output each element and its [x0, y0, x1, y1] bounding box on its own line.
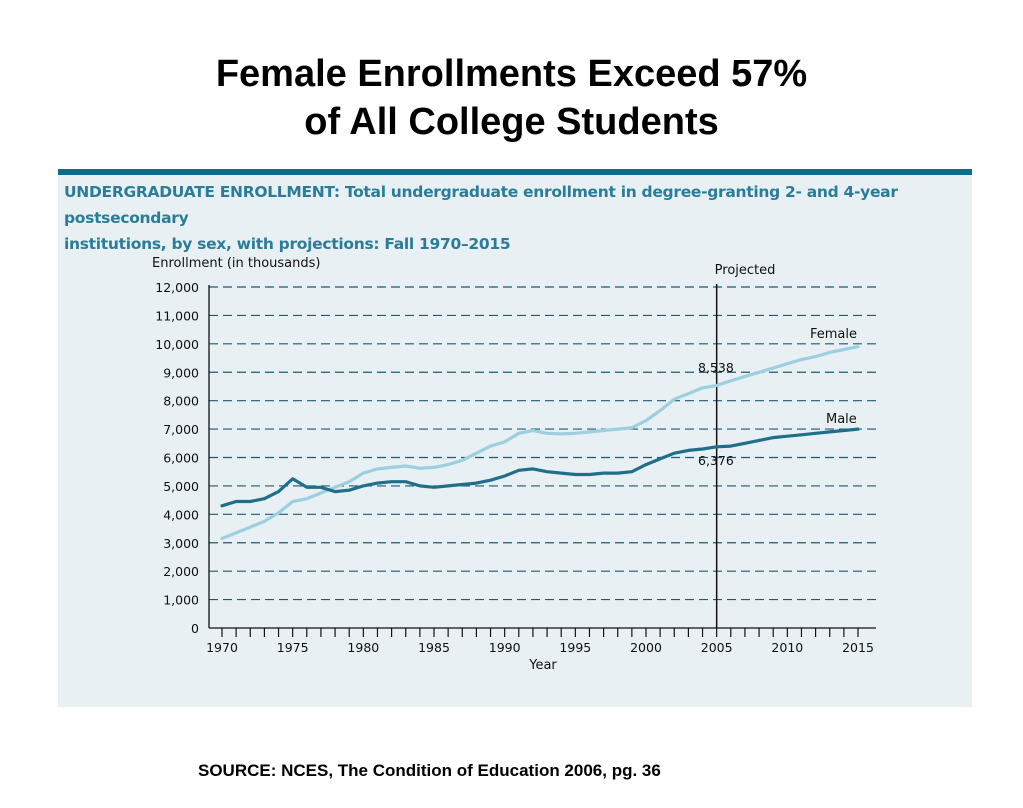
x-axis-label: Year: [528, 658, 557, 673]
y-tick-label: 0: [191, 621, 199, 636]
y-tick-label: 1,000: [163, 593, 199, 608]
x-tick-label: 2015: [842, 640, 874, 655]
y-tick-label: 7,000: [163, 422, 199, 437]
y-tick-label: 5,000: [163, 479, 199, 494]
y-tick-label: 12,000: [155, 280, 199, 295]
y-tick-label: 8,000: [163, 394, 199, 409]
x-tick-label: 1980: [347, 640, 379, 655]
female-value-annotation: 8,538: [698, 360, 734, 375]
chart-heading-bold: UNDERGRADUATE ENROLLMENT:: [64, 183, 340, 201]
y-tick-label: 6,000: [163, 451, 199, 466]
male-series-label: Male: [826, 412, 857, 427]
x-tick-label: 1990: [489, 640, 521, 655]
y-tick-label: 9,000: [163, 365, 199, 380]
female-series-label: Female: [810, 327, 857, 342]
y-axis-label: Enrollment (in thousands): [152, 256, 320, 271]
x-tick-label: 2000: [630, 640, 662, 655]
slide-title-line-2: of All College Students: [304, 101, 719, 143]
male-series-line: [220, 427, 860, 508]
chart-heading-line-1: Total undergraduate enrollment in degree…: [64, 183, 898, 227]
x-tick-label: 1975: [277, 640, 309, 655]
male-value-annotation: 6,376: [698, 453, 734, 468]
x-tick-label: 2010: [771, 640, 803, 655]
y-tick-label: 4,000: [163, 507, 199, 522]
x-tick-label: 2005: [701, 640, 733, 655]
chart-heading-line-2: institutions, by sex, with projections: …: [64, 235, 511, 253]
y-tick-label: 3,000: [163, 536, 199, 551]
slide-title: Female Enrollments Exceed 57% of All Col…: [0, 50, 1023, 146]
chart-panel: [58, 169, 972, 707]
x-tick-label: 1985: [418, 640, 450, 655]
projection-label: Projected: [715, 263, 776, 278]
source-citation: SOURCE: NCES, The Condition of Education…: [198, 761, 661, 780]
x-tick-label: 1970: [206, 640, 238, 655]
y-tick-label: 2,000: [163, 564, 199, 579]
female-series-line: [220, 345, 860, 541]
x-tick-label: 1995: [559, 640, 591, 655]
slide-title-line-1: Female Enrollments Exceed 57%: [215, 53, 808, 95]
y-tick-label: 11,000: [155, 308, 199, 323]
y-tick-label: 10,000: [155, 337, 199, 352]
chart-heading: UNDERGRADUATE ENROLLMENT: Total undergra…: [64, 179, 969, 257]
